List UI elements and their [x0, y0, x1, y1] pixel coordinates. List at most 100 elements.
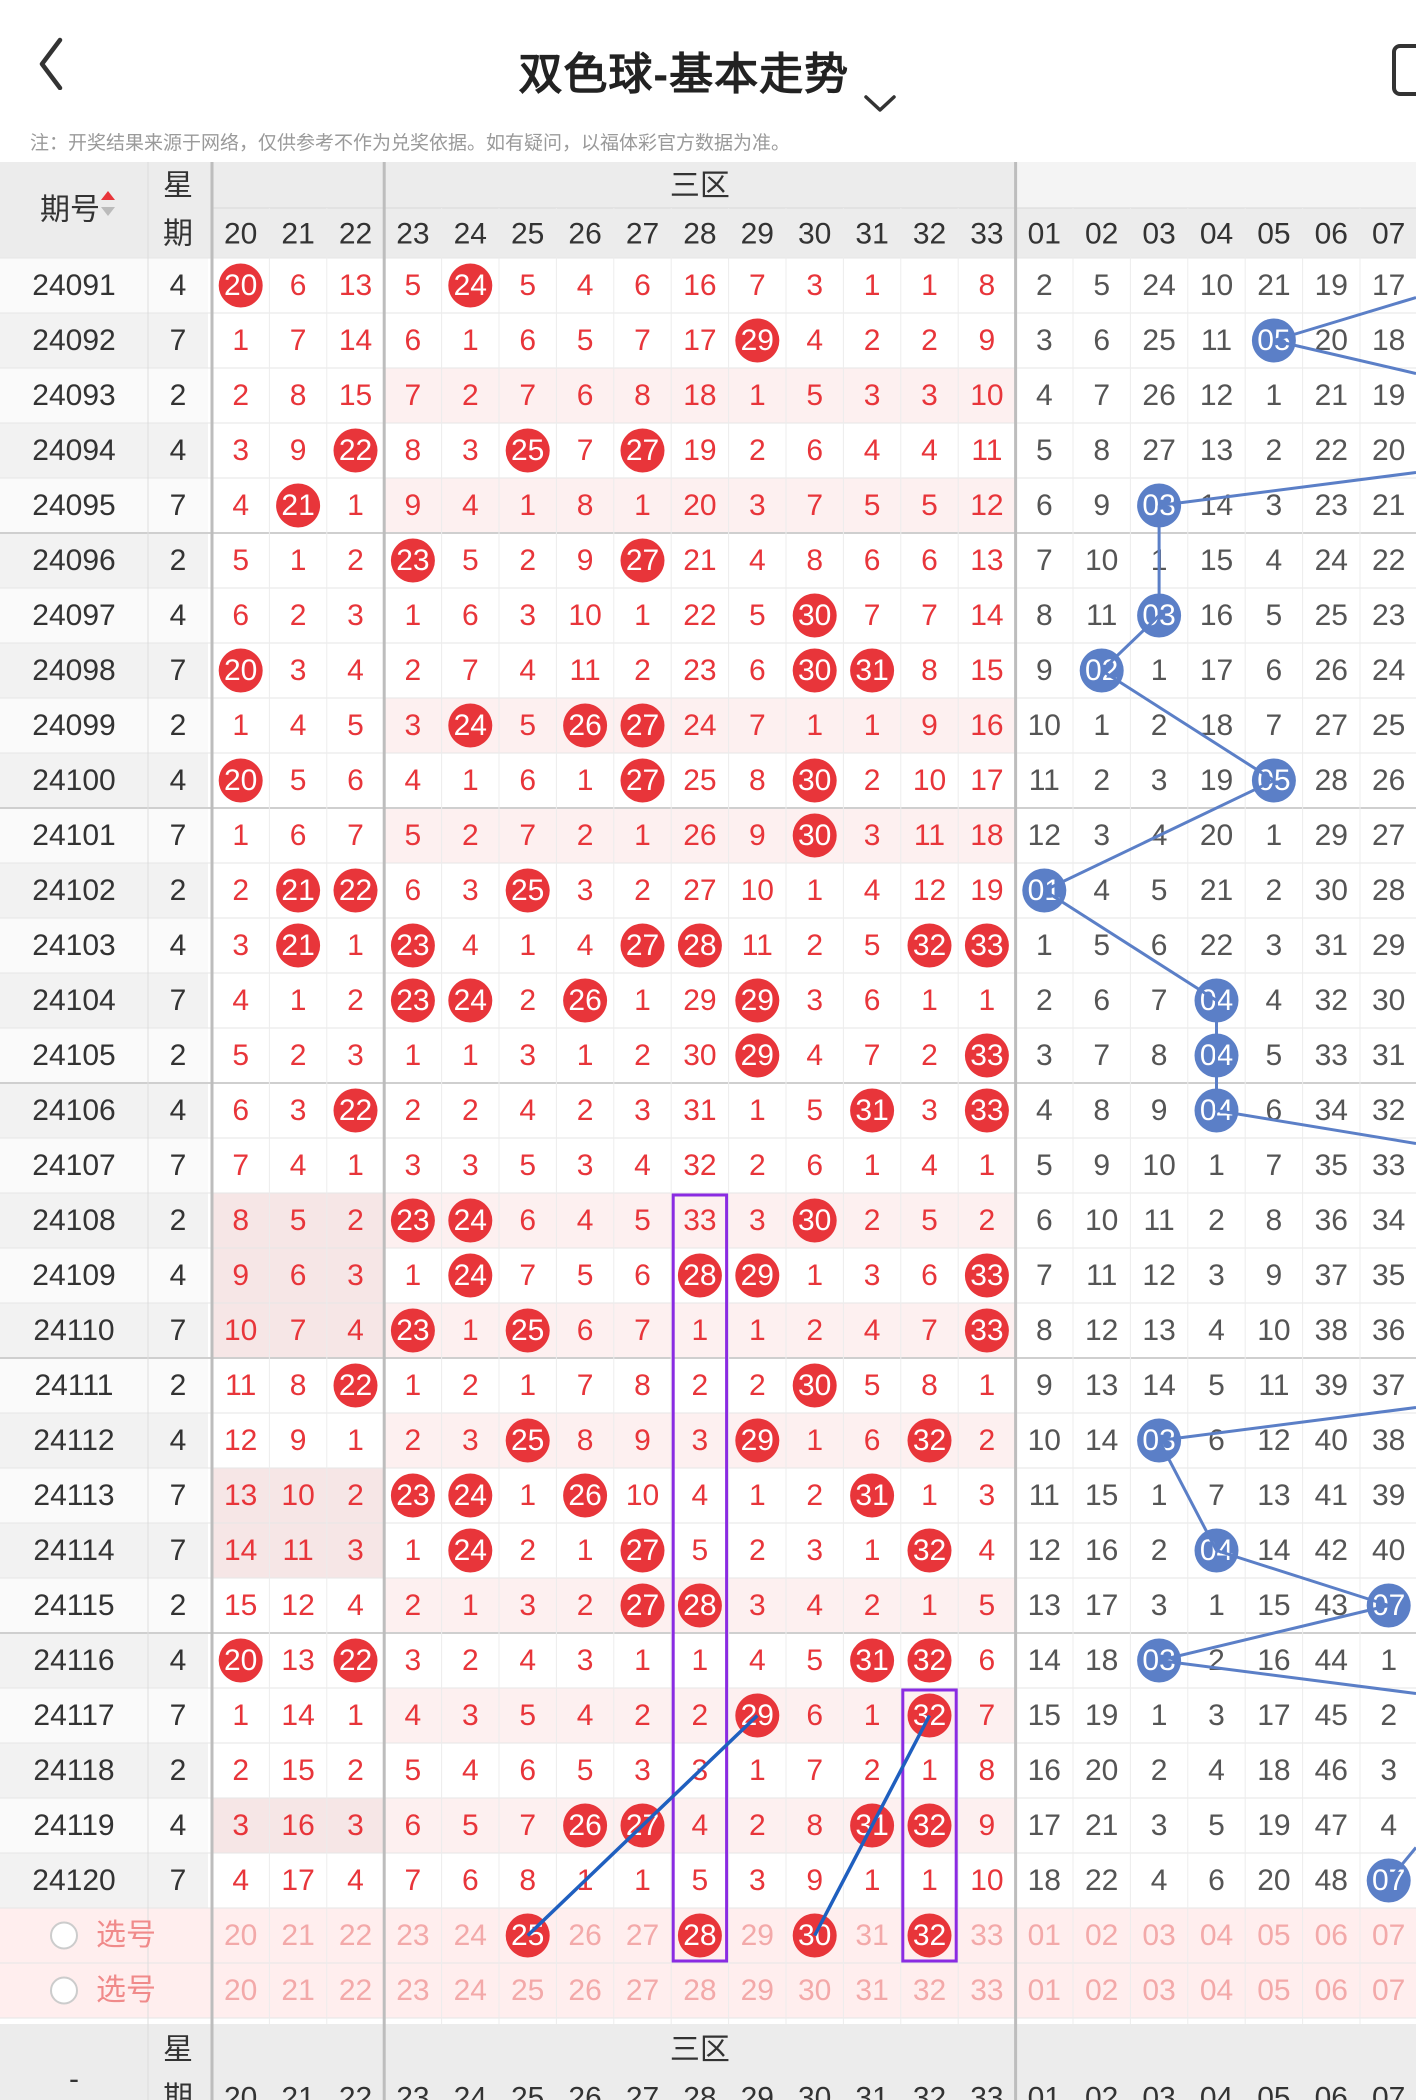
red-miss-cell: 25 — [683, 764, 716, 797]
red-ball — [907, 1528, 952, 1573]
select-red-option[interactable]: 24 — [454, 1974, 487, 2007]
blue-miss-cell: 4 — [1036, 1094, 1053, 1127]
red-miss-cell: 5 — [462, 544, 479, 577]
select-red-option[interactable]: 21 — [281, 1974, 314, 2007]
blue-miss-cell: 12 — [1200, 379, 1233, 412]
blue-miss-cell: 33 — [1372, 1149, 1405, 1182]
select-red-option[interactable]: 22 — [339, 1974, 372, 2007]
blue-miss-cell: 10 — [1028, 1424, 1061, 1457]
select-blue-option[interactable]: 01 — [1028, 1974, 1061, 2007]
select-blue-option[interactable]: 04 — [1200, 1919, 1233, 1952]
select-red-option[interactable]: 26 — [568, 1974, 601, 2007]
select-red-option[interactable]: 30 — [798, 1974, 831, 2007]
selected-red-label[interactable]: 32 — [913, 1919, 946, 1952]
blue-miss-cell: 35 — [1315, 1149, 1348, 1182]
select-red-option[interactable]: 21 — [281, 1919, 314, 1952]
period-cell: 24098 — [32, 654, 115, 687]
select-red-option[interactable]: 23 — [396, 1919, 429, 1952]
select-red-option[interactable]: 31 — [855, 1974, 888, 2007]
select-red-option[interactable]: 29 — [741, 1974, 774, 2007]
select-blue-option[interactable]: 07 — [1372, 1974, 1405, 2007]
period-header[interactable]: 期号 — [40, 194, 100, 227]
period-cell: 24091 — [32, 269, 115, 302]
selected-red-label[interactable]: 25 — [511, 1919, 544, 1952]
selected-red-label[interactable]: 28 — [683, 1919, 716, 1952]
red-miss-cell: 2 — [864, 1589, 881, 1622]
blue-miss-cell: 6 — [1208, 1864, 1225, 1897]
red-miss-cell: 11 — [971, 434, 1002, 467]
sort-down-icon[interactable] — [101, 207, 115, 216]
blue-miss-cell: 2 — [1151, 1754, 1168, 1787]
select-red-option[interactable]: 26 — [568, 1919, 601, 1952]
select-red-option[interactable]: 20 — [224, 1919, 257, 1952]
select-label[interactable]: 选号 — [96, 1919, 156, 1952]
select-blue-option[interactable]: 03 — [1142, 1919, 1175, 1952]
blue-miss-cell: 20 — [1257, 1864, 1290, 1897]
select-red-option[interactable]: 33 — [970, 1974, 1003, 2007]
red-miss-cell: 18 — [683, 379, 716, 412]
red-miss-cell: 1 — [405, 1259, 422, 1292]
red-miss-cell: 1 — [921, 1589, 938, 1622]
select-red-option[interactable]: 31 — [855, 1919, 888, 1952]
period-cell: 24109 — [32, 1259, 115, 1292]
select-blue-option[interactable]: 03 — [1142, 1974, 1175, 2007]
select-red-option[interactable]: 32 — [913, 1974, 946, 2007]
select-blue-option[interactable]: 04 — [1200, 1974, 1233, 2007]
sort-up-icon[interactable] — [101, 191, 115, 200]
select-blue-option[interactable]: 05 — [1257, 1919, 1290, 1952]
select-red-option[interactable]: 33 — [970, 1919, 1003, 1952]
red-ball-label: 24 — [454, 1534, 487, 1567]
red-miss-cell: 5 — [405, 1754, 422, 1787]
red-miss-cell: 5 — [232, 1039, 249, 1072]
red-miss-cell: 4 — [806, 1039, 823, 1072]
red-miss-cell: 2 — [864, 1204, 881, 1237]
select-red-option[interactable]: 23 — [396, 1974, 429, 2007]
select-radio[interactable] — [50, 1921, 78, 1950]
blue-miss-cell: 6 — [1266, 1094, 1283, 1127]
red-miss-cell: 1 — [347, 489, 364, 522]
select-blue-option[interactable]: 05 — [1257, 1974, 1290, 2007]
select-red-option[interactable]: 27 — [626, 1974, 659, 2007]
chevron-down-icon[interactable] — [862, 91, 898, 115]
select-blue-option[interactable]: 02 — [1085, 1974, 1118, 2007]
select-red-option[interactable]: 25 — [511, 1974, 544, 2007]
select-red-option[interactable]: 27 — [626, 1919, 659, 1952]
select-blue-option[interactable]: 06 — [1315, 1919, 1348, 1952]
back-button[interactable] — [30, 30, 90, 100]
red-miss-cell: 2 — [519, 544, 536, 577]
red-miss-cell: 13 — [224, 1479, 257, 1512]
blue-miss-cell: 2 — [1151, 1534, 1168, 1567]
select-blue-option[interactable]: 02 — [1085, 1919, 1118, 1952]
select-blue-option[interactable]: 07 — [1372, 1919, 1405, 1952]
menu-icon[interactable] — [1392, 44, 1416, 96]
red-col-header: 33 — [970, 218, 1003, 251]
red-col-header: 20 — [224, 218, 257, 251]
red-miss-cell: 11 — [225, 1369, 256, 1402]
select-red-option[interactable]: 20 — [224, 1974, 257, 2007]
select-red-option[interactable]: 24 — [454, 1919, 487, 1952]
select-red-option[interactable]: 28 — [683, 1974, 716, 2007]
red-ball-label: 27 — [626, 929, 659, 962]
select-label[interactable]: 选号 — [96, 1974, 156, 2007]
red-ball — [677, 923, 722, 968]
red-miss-cell: 32 — [683, 1149, 716, 1182]
select-blue-option[interactable]: 01 — [1028, 1919, 1061, 1952]
select-red-option[interactable]: 29 — [741, 1919, 774, 1952]
week-cell: 4 — [170, 1094, 187, 1127]
blue-miss-cell: 3 — [1208, 1259, 1225, 1292]
blue-miss-cell: 5 — [1266, 599, 1283, 632]
red-ball-label: 23 — [396, 1314, 429, 1347]
red-miss-cell: 3 — [462, 1424, 479, 1457]
page-title[interactable]: 双色球-基本走势 — [518, 50, 850, 99]
select-blue-option[interactable]: 06 — [1315, 1974, 1348, 2007]
red-ball — [218, 1638, 263, 1683]
selected-red-label[interactable]: 30 — [798, 1919, 831, 1952]
select-red-option[interactable]: 22 — [339, 1919, 372, 1952]
footer-red-col: 20 — [224, 2082, 257, 2100]
select-radio[interactable] — [50, 1976, 78, 2005]
red-miss-cell: 3 — [749, 489, 766, 522]
blue-miss-cell: 8 — [1036, 599, 1053, 632]
blue-miss-cell: 1 — [1036, 929, 1053, 962]
red-ball-label: 23 — [396, 929, 429, 962]
blue-miss-cell: 1 — [1151, 544, 1168, 577]
